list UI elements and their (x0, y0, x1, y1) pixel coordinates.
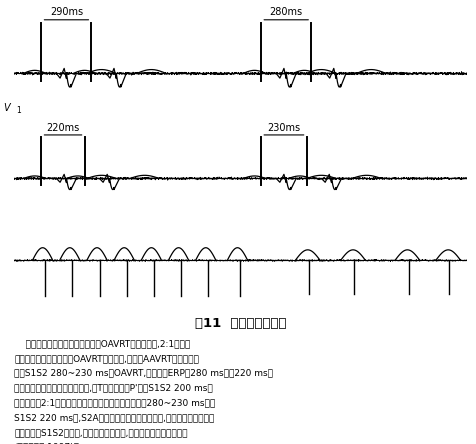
Text: 又显示旁路前传及单个房内折返,从T波升支可见P'波。S1S2 200 ms诱: 又显示旁路前传及单个房内折返,从T波升支可见P'波。S1S2 200 ms诱 (14, 384, 212, 392)
Text: 发心房扑动2:1经旁路下传心室。旁路的前传裂隙带为280~230 ms。当: 发心房扑动2:1经旁路下传心室。旁路的前传裂隙带为280~230 ms。当 (14, 398, 215, 408)
Text: 1: 1 (17, 107, 21, 115)
Text: 280ms: 280ms (269, 8, 302, 17)
Text: 图11  旁路的裂隙传导: 图11 旁路的裂隙传导 (195, 317, 286, 330)
Text: 290ms: 290ms (50, 8, 83, 17)
Text: 220ms: 220ms (46, 123, 79, 133)
Text: (引自施冰等,1997)。: (引自施冰等,1997)。 (14, 443, 79, 444)
Text: 应激。此时S1S2周期短,正处于心房易损期,极易诱发心房扑动与颤动: 应激。此时S1S2周期短,正处于心房易损期,极易诱发心房扑动与颤动 (14, 428, 188, 437)
Text: 下传心室。显性旁路可为OAVRT的逆传支,亦可为AAVRT的前传支。: 下传心室。显性旁路可为OAVRT的逆传支,亦可为AAVRT的前传支。 (14, 354, 198, 363)
Text: S1S2 220 ms时,S2A延长激动传导旁路近侧端时,旁路脱离不应期又能: S1S2 220 ms时,S2A延长激动传导旁路近侧端时,旁路脱离不应期又能 (14, 413, 214, 422)
Text: 230ms: 230ms (267, 123, 300, 133)
Text: 本例S1S2 280~230 ms为OAVRT,旁路前传ERP为280 ms。而220 ms时: 本例S1S2 280~230 ms为OAVRT,旁路前传ERP为280 ms。而… (14, 369, 273, 378)
Text: V: V (3, 103, 10, 113)
Text: 图示不同的早搏间期刺激可诱发OAVRT及心房扑动,2:1经旁路: 图示不同的早搏间期刺激可诱发OAVRT及心房扑动,2:1经旁路 (14, 339, 190, 348)
